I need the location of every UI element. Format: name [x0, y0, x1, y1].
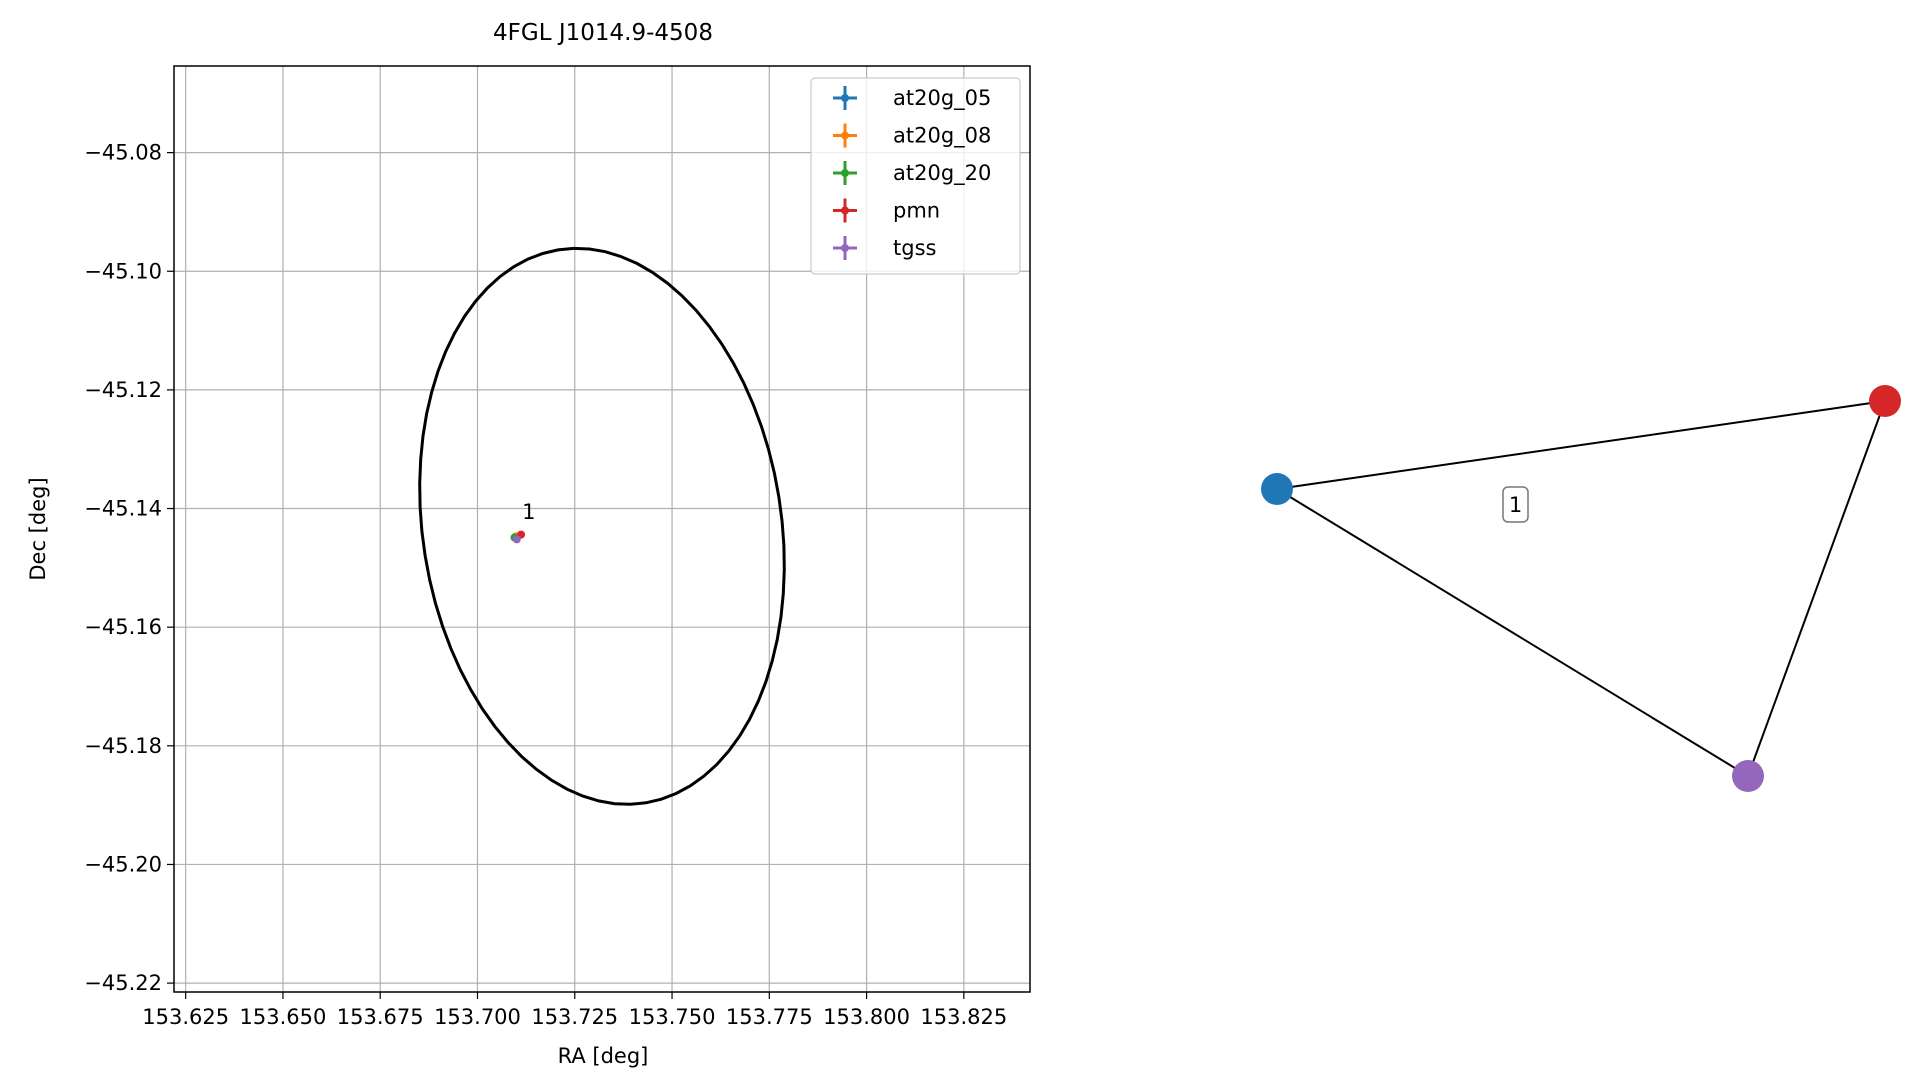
x-tick-label: 153.750 [629, 1005, 716, 1029]
x-tick-label: 153.825 [920, 1005, 1007, 1029]
plot-frame [173, 65, 1031, 993]
scatter-panel: 4FGL J1014.9-4508 1 153.625 153.650 153.67… [26, 20, 1031, 1068]
y-tick-label: −45.14 [84, 497, 162, 521]
y-axis-ticks: −45.08 −45.10 −45.12 −45.14 −45.16 −45.18 −45.… [84, 141, 174, 995]
x-axis-label: RA [deg] [558, 1044, 649, 1068]
edge-label-group: 1 [1502, 486, 1529, 523]
network-nodes [1261, 385, 1901, 792]
y-tick-label: −45.18 [84, 734, 162, 758]
x-tick-label: 153.700 [434, 1005, 521, 1029]
x-tick-label: 153.775 [726, 1005, 813, 1029]
x-tick-label: 153.800 [823, 1005, 910, 1029]
annotations: 1 [522, 500, 535, 524]
legend-box [810, 77, 1021, 275]
network-edges [1276, 400, 1886, 777]
data-points [510, 530, 526, 544]
legend-marker-dot [841, 244, 849, 252]
y-tick-label: −45.10 [84, 259, 162, 283]
legend-marker-dot [841, 94, 849, 102]
legend-label: at20g_05 [893, 86, 991, 111]
network-edge [1747, 400, 1886, 777]
edge-label: 1 [1509, 493, 1522, 517]
point-annotation: 1 [522, 500, 535, 524]
y-tick-label: −45.16 [84, 615, 162, 639]
edge-label-box [1502, 486, 1529, 523]
legend-label: at20g_08 [893, 124, 991, 149]
x-tick-label: 153.675 [337, 1005, 424, 1029]
y-tick-label: −45.20 [84, 852, 162, 876]
y-tick-label: −45.08 [84, 141, 162, 165]
network-node-tgss [1732, 760, 1764, 792]
x-tick-label: 153.625 [142, 1005, 229, 1029]
legend-item: at20g_20 [833, 161, 991, 186]
legend-label: tgss [893, 236, 936, 260]
x-tick-label: 153.725 [531, 1005, 618, 1029]
legend-item: at20g_08 [833, 123, 991, 149]
y-tick-label: −45.12 [84, 378, 162, 402]
chart-title: 4FGL J1014.9-4508 [493, 20, 713, 46]
network-edge [1276, 400, 1886, 490]
legend-marker-dot [841, 206, 849, 215]
legend-marker-dot [841, 131, 849, 140]
legend-label: pmn [893, 199, 940, 223]
legend-marker-dot [841, 169, 849, 177]
legend-item: tgss [833, 236, 936, 260]
data-point-tgss [512, 535, 521, 544]
network-edge [1276, 488, 1749, 777]
error-ellipse-group [418, 246, 786, 806]
error-ellipse [418, 246, 786, 806]
y-tick-label: −45.22 [84, 971, 162, 995]
y-axis-label: Dec [deg] [26, 477, 50, 580]
network-node-pmn [1869, 385, 1901, 417]
x-tick-label: 153.650 [240, 1005, 327, 1029]
network-panel: 1 [1261, 385, 1901, 792]
x-axis-ticks: 153.625 153.650 153.675 153.700 153.725 153.7… [142, 992, 1007, 1029]
legend-label: at20g_20 [893, 161, 991, 186]
grid-lines [174, 66, 1030, 992]
legend-item: at20g_05 [833, 86, 991, 111]
legend-item: pmn [833, 198, 940, 223]
network-node-at20g_05 [1261, 473, 1293, 505]
